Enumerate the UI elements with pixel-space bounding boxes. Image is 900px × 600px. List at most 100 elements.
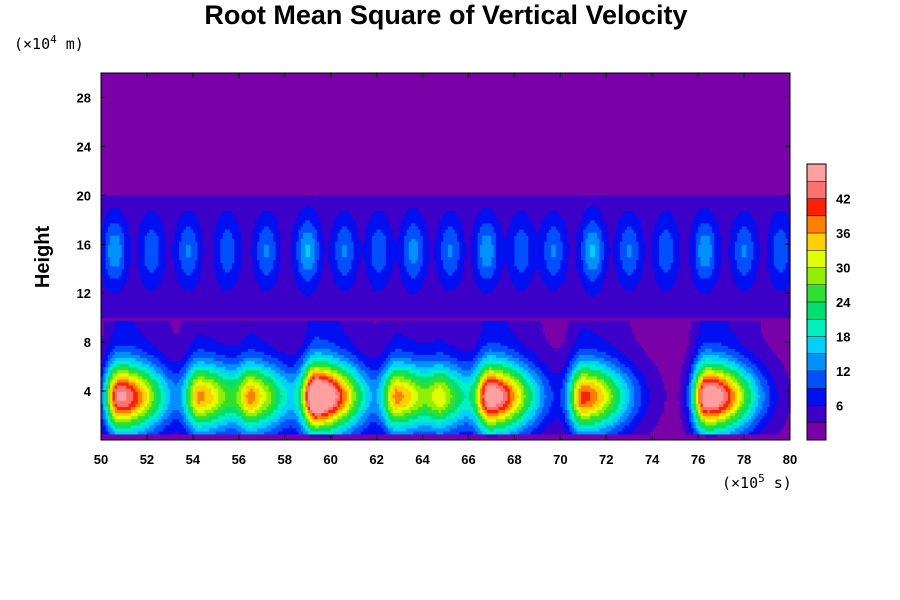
heatmap-cell xyxy=(477,213,497,218)
heatmap-cell xyxy=(165,241,173,245)
colorbar-swatch xyxy=(807,164,826,182)
heatmap-cell xyxy=(445,406,453,411)
heatmap-cell xyxy=(144,412,150,417)
heatmap-cell xyxy=(101,308,791,313)
heatmap-cell xyxy=(737,369,743,374)
heatmap-cell xyxy=(310,430,334,435)
heatmap-cell xyxy=(298,430,304,435)
heatmap-cell xyxy=(103,360,107,365)
heatmap-cell xyxy=(355,406,359,411)
heatmap-cell xyxy=(608,415,614,420)
heatmap-cell xyxy=(502,363,513,368)
heatmap-cell xyxy=(493,225,502,230)
heatmap-cell xyxy=(725,378,731,383)
heatmap-cell xyxy=(753,388,759,392)
heatmap-cell xyxy=(737,366,745,371)
heatmap-cell xyxy=(388,394,391,398)
heatmap-cell xyxy=(163,384,169,389)
heatmap-cell xyxy=(755,409,761,414)
heatmap-cell xyxy=(787,241,791,245)
heatmap-cell xyxy=(463,238,472,242)
heatmap-cell xyxy=(332,412,339,417)
heatmap-cell xyxy=(128,274,141,279)
heatmap-cell xyxy=(631,430,651,435)
heatmap-cell xyxy=(268,369,277,374)
heatmap-cell xyxy=(702,397,724,401)
heatmap-cell xyxy=(509,397,515,401)
heatmap-cell xyxy=(622,213,637,218)
heatmap-cell xyxy=(659,238,674,242)
heatmap-cell xyxy=(231,210,263,215)
heatmap-cell xyxy=(163,418,173,423)
heatmap-cell xyxy=(360,415,369,420)
heatmap-cell xyxy=(326,418,334,423)
heatmap-cell xyxy=(296,427,302,432)
heatmap-cell xyxy=(732,424,741,429)
heatmap-cell xyxy=(537,372,545,377)
heatmap-cell xyxy=(753,351,775,355)
heatmap-cell xyxy=(372,256,387,261)
heatmap-cell xyxy=(734,250,743,255)
heatmap-cell xyxy=(351,351,364,355)
heatmap-cell xyxy=(404,247,410,251)
heatmap-cell xyxy=(146,391,150,395)
heatmap-cell xyxy=(296,360,304,365)
heatmap-cell xyxy=(695,354,699,359)
heatmap-cell xyxy=(516,265,527,270)
heatmap-cell xyxy=(587,274,598,279)
heatmap-cell xyxy=(569,378,573,383)
heatmap-cell xyxy=(300,290,316,294)
heatmap-cell xyxy=(339,403,346,407)
heatmap-cell xyxy=(714,256,722,261)
heatmap-cell xyxy=(365,378,382,383)
heatmap-cell xyxy=(585,400,596,404)
heatmap-cell xyxy=(507,403,513,407)
heatmap-cell xyxy=(608,232,617,236)
heatmap-cell xyxy=(330,424,339,429)
heatmap-cell xyxy=(252,265,261,270)
heatmap-cell xyxy=(592,329,633,334)
heatmap-cell xyxy=(578,225,587,230)
heatmap-cell xyxy=(576,384,580,389)
heatmap-cell xyxy=(695,394,699,398)
heatmap-cell xyxy=(507,232,518,236)
heatmap-cell xyxy=(560,388,566,392)
heatmap-cell xyxy=(305,381,309,386)
heatmap-cell xyxy=(369,388,378,392)
heatmap-cell xyxy=(450,354,476,359)
heatmap-cell xyxy=(622,369,633,374)
heatmap-cell xyxy=(698,391,702,395)
heatmap-cell xyxy=(698,375,702,380)
heatmap-cell xyxy=(192,372,196,377)
heatmap-cell xyxy=(475,397,479,401)
heatmap-cell xyxy=(146,351,164,355)
heatmap-cell xyxy=(197,360,205,365)
heatmap-cell xyxy=(332,406,339,411)
heatmap-cell xyxy=(128,222,141,227)
heatmap-cell xyxy=(199,274,217,279)
heatmap-cell xyxy=(236,381,242,386)
heatmap-cell xyxy=(280,259,293,264)
heatmap-cell xyxy=(553,397,561,401)
heatmap-cell xyxy=(748,381,752,386)
heatmap-cell xyxy=(705,384,718,389)
heatmap-cell xyxy=(686,372,690,377)
heatmap-cell xyxy=(296,406,300,411)
heatmap-cell xyxy=(773,284,789,288)
heatmap-cell xyxy=(192,228,203,233)
heatmap-cell xyxy=(385,284,405,288)
heatmap-cell xyxy=(211,336,247,340)
heatmap-cell xyxy=(721,262,731,267)
heatmap-cell xyxy=(195,259,203,264)
heatmap-cell xyxy=(234,372,242,377)
chart-title: Root Mean Square of Vertical Velocity xyxy=(204,0,687,30)
heatmap-cell xyxy=(346,247,355,251)
heatmap-cell xyxy=(383,388,387,392)
heatmap-cell xyxy=(408,271,419,276)
heatmap-cell xyxy=(146,378,153,383)
heatmap-cell xyxy=(319,424,332,429)
heatmap-cell xyxy=(569,384,573,389)
heatmap-cell xyxy=(769,388,777,392)
heatmap-cell xyxy=(156,415,162,420)
heatmap-cell xyxy=(744,366,752,371)
